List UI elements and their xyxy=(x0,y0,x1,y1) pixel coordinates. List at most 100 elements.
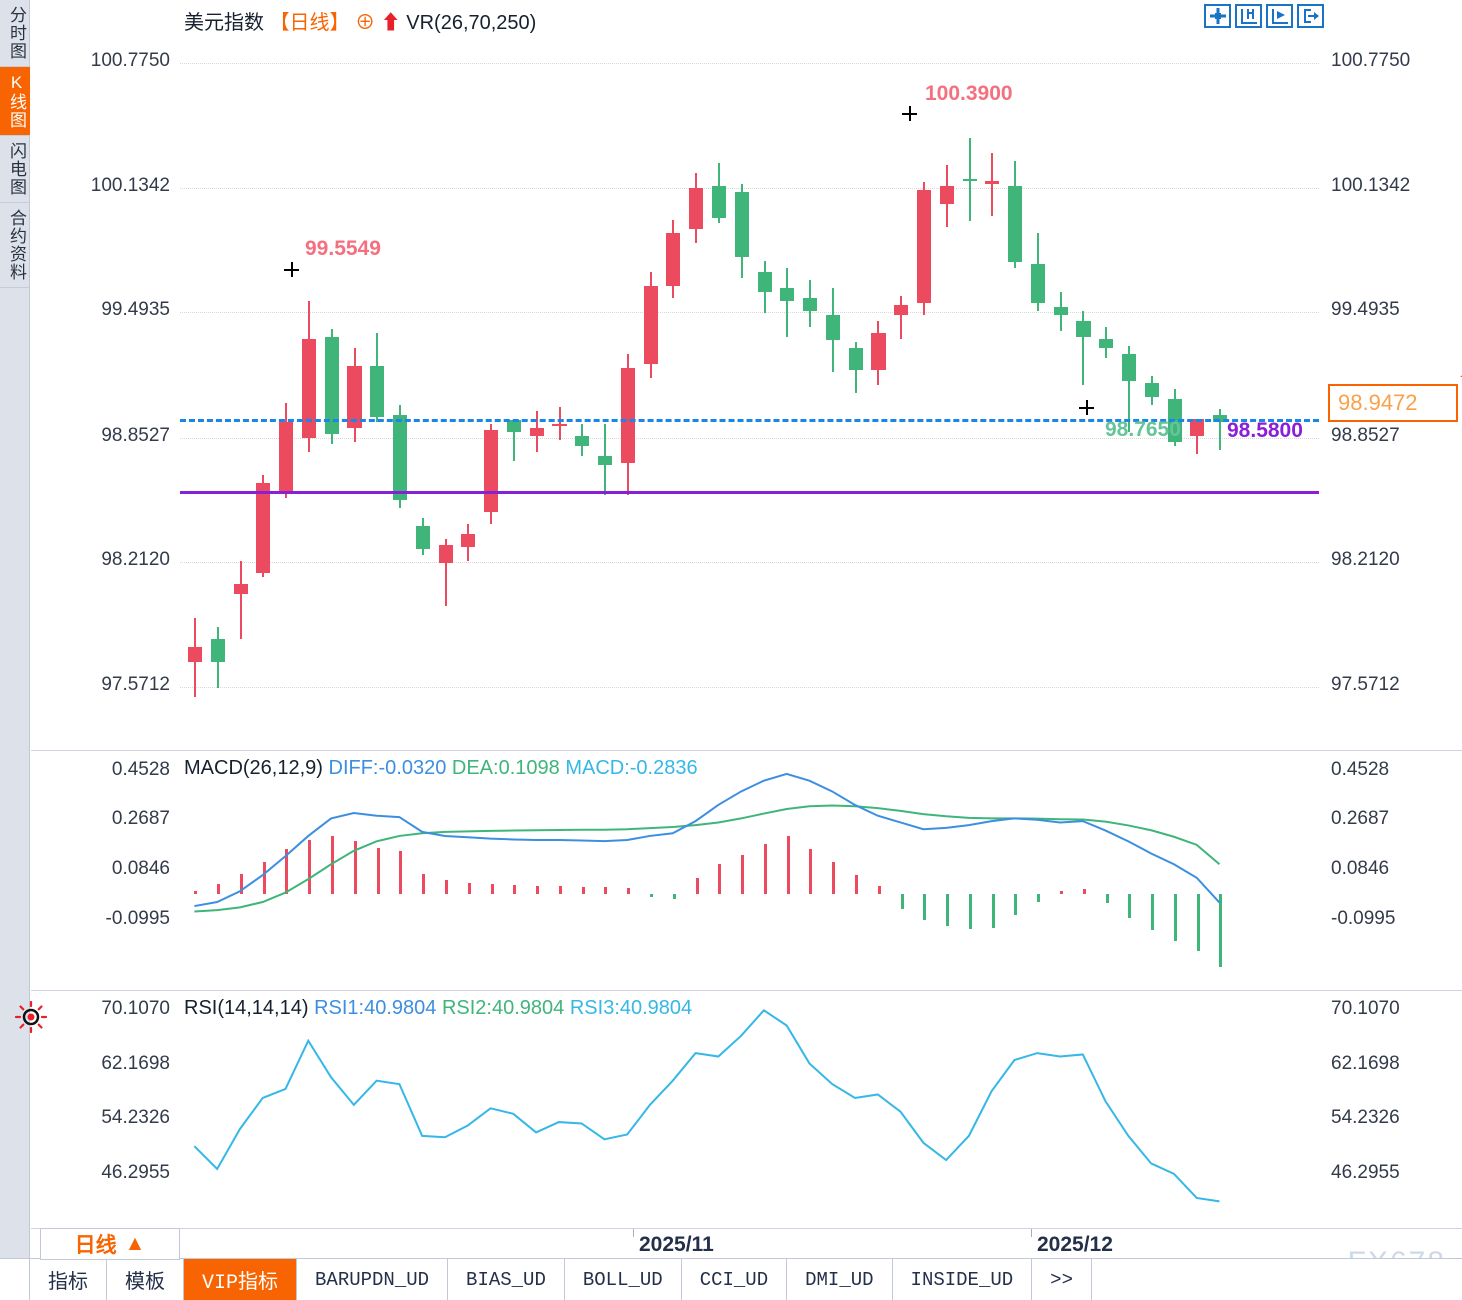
candlestick[interactable] xyxy=(939,0,954,750)
candlestick[interactable] xyxy=(1030,0,1045,750)
candle-body xyxy=(575,436,590,446)
candlestick[interactable] xyxy=(393,0,408,750)
tab-dmi-ud[interactable]: DMI_UD xyxy=(787,1259,893,1300)
axis-tick-label: -0.0995 xyxy=(1331,907,1396,929)
candle-body xyxy=(620,367,635,464)
candlestick[interactable] xyxy=(1190,0,1205,750)
exit-right-button[interactable] xyxy=(1297,4,1324,28)
candlestick[interactable] xyxy=(233,0,248,750)
rsi-pane[interactable]: RSI(14,14,14) RSI1:40.9804 RSI2:40.9804 … xyxy=(31,990,1462,1228)
candlestick[interactable] xyxy=(1167,0,1182,750)
candlestick[interactable] xyxy=(734,0,749,750)
candlestick[interactable] xyxy=(643,0,658,750)
candlestick[interactable] xyxy=(438,0,453,750)
candlestick[interactable] xyxy=(575,0,590,750)
candlestick[interactable] xyxy=(985,0,1000,750)
axis-tick-label: 0.2687 xyxy=(111,808,170,830)
candlestick[interactable] xyxy=(256,0,271,750)
candlestick[interactable] xyxy=(757,0,772,750)
candlestick[interactable] xyxy=(894,0,909,750)
tab-bias-ud[interactable]: BIAS_UD xyxy=(448,1259,565,1300)
macd-histogram-bar xyxy=(467,883,471,894)
sidebar-item-kline[interactable]: K线图 xyxy=(0,67,30,136)
axis-tick-label: 97.5712 xyxy=(1331,674,1400,696)
macd-histogram-bar xyxy=(991,893,995,928)
circle-cross-icon: ⊕ xyxy=(355,12,376,34)
candlestick[interactable] xyxy=(415,0,430,750)
candlestick[interactable] xyxy=(324,0,339,750)
last-price-tag[interactable]: 98.9472 xyxy=(1328,384,1458,422)
tab-templates[interactable]: 模板 xyxy=(107,1259,184,1300)
candlestick[interactable] xyxy=(461,0,476,750)
bottom-tab-bar: 指标 模板 VIP指标 BARUPDN_UD BIAS_UD BOLL_UD C… xyxy=(0,1258,1462,1300)
candle-body xyxy=(324,336,339,435)
candlestick[interactable] xyxy=(1099,0,1114,750)
tab-inside-ud[interactable]: INSIDE_UD xyxy=(893,1259,1033,1300)
candlestick[interactable] xyxy=(1121,0,1137,750)
axis-tick-label: 100.7750 xyxy=(90,49,170,71)
bottom-bar-spacer xyxy=(0,1259,30,1300)
candlestick[interactable] xyxy=(347,0,362,750)
candle-wick xyxy=(1082,311,1085,386)
macd-histogram-bar xyxy=(1128,893,1132,919)
axis-tick-label: 70.1070 xyxy=(101,997,170,1019)
candlestick[interactable] xyxy=(916,0,932,750)
price-pane[interactable]: 美元指数 【日线】 ⊕ ⬆ VR(26,70,250) 100.7750 100.… xyxy=(31,0,1462,750)
candle-body xyxy=(1213,414,1228,423)
sidebar-item-lightning[interactable]: 闪电图 xyxy=(0,136,30,203)
macd-histogram-bar xyxy=(1014,893,1018,916)
period-selector-button[interactable]: 日线 ▲ xyxy=(40,1228,180,1260)
tab-indicators[interactable]: 指标 xyxy=(30,1259,107,1300)
candlestick[interactable] xyxy=(666,0,681,750)
candlestick[interactable] xyxy=(1144,0,1159,750)
candle-body xyxy=(803,297,818,312)
gridline xyxy=(180,687,1319,689)
measure-range-button[interactable] xyxy=(1235,4,1262,28)
tab-cci-ud[interactable]: CCI_UD xyxy=(682,1259,788,1300)
candlestick[interactable] xyxy=(711,0,727,750)
candlestick[interactable] xyxy=(506,0,522,750)
candlestick[interactable] xyxy=(848,0,863,750)
brightness-icon[interactable] xyxy=(14,1000,48,1034)
tab-more[interactable]: >> xyxy=(1032,1259,1092,1300)
candlestick[interactable] xyxy=(825,0,840,750)
candlestick[interactable] xyxy=(598,0,613,750)
x-label-2025-11: 2025/11 xyxy=(639,1233,714,1256)
macd-histogram-bar xyxy=(308,839,312,894)
candle-body xyxy=(370,365,385,417)
macd-pane[interactable]: MACD(26,12,9) DIFF:-0.0320 DEA:0.1098 MA… xyxy=(31,750,1462,990)
rsi-plot[interactable] xyxy=(180,991,1319,1228)
candle-body xyxy=(1008,186,1023,263)
candlestick[interactable] xyxy=(962,0,977,750)
crosshair-move-button[interactable] xyxy=(1204,4,1231,28)
swing-low-annotation: 98.7650 xyxy=(1105,418,1181,441)
candlestick[interactable] xyxy=(620,0,635,750)
candlestick[interactable] xyxy=(871,0,886,750)
price-plot[interactable]: 99.5549 100.3900 98.7650 98.5800 xyxy=(180,0,1319,750)
tab-vip-indicators[interactable]: VIP指标 xyxy=(184,1259,298,1300)
candlestick[interactable] xyxy=(301,0,316,750)
candlestick[interactable] xyxy=(780,0,795,750)
candlestick[interactable] xyxy=(529,0,544,750)
candlestick[interactable] xyxy=(210,0,225,750)
candlestick[interactable] xyxy=(552,0,567,750)
candlestick[interactable] xyxy=(1053,0,1068,750)
sidebar-item-contract-info[interactable]: 合约资料 xyxy=(0,203,30,288)
candlestick[interactable] xyxy=(803,0,818,750)
tab-barupdn-ud[interactable]: BARUPDN_UD xyxy=(297,1259,449,1300)
axis-tick-label: 0.0846 xyxy=(111,858,170,880)
candlestick[interactable] xyxy=(689,0,704,750)
sidebar-item-timeline[interactable]: 分时图 xyxy=(0,0,30,67)
candlestick[interactable] xyxy=(484,0,499,750)
candle-body xyxy=(666,233,681,286)
tab-boll-ud[interactable]: BOLL_UD xyxy=(565,1259,682,1300)
candlestick[interactable] xyxy=(188,0,203,750)
candlestick[interactable] xyxy=(279,0,294,750)
chart-area: 美元指数 【日线】 ⊕ ⬆ VR(26,70,250) 100.7750 100.… xyxy=(31,0,1462,1258)
candlestick[interactable] xyxy=(1008,0,1023,750)
candlestick[interactable] xyxy=(370,0,385,750)
macd-plot[interactable] xyxy=(180,751,1319,990)
trend-cursor-button[interactable] xyxy=(1266,4,1293,28)
candlestick[interactable] xyxy=(1213,0,1228,750)
candlestick[interactable] xyxy=(1076,0,1091,750)
